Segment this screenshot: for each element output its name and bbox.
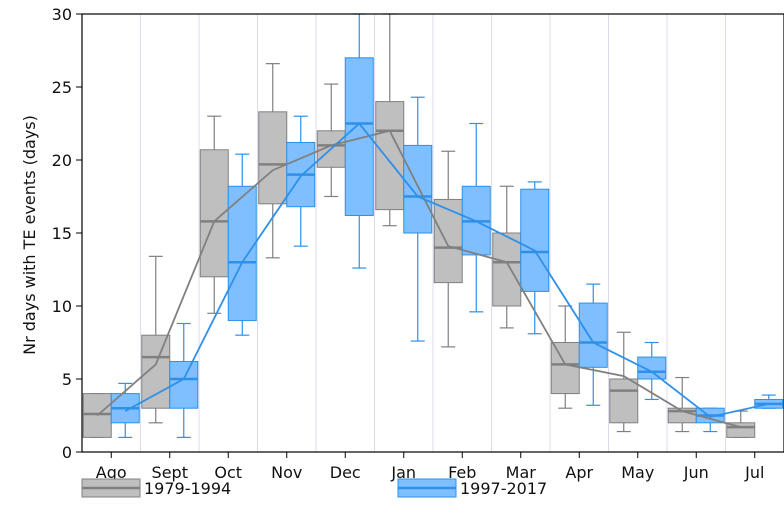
x-tick-label: Nov: [271, 463, 302, 482]
x-tick-label: Dec: [330, 463, 361, 482]
box: [520, 188, 550, 292]
series-line: [124, 122, 769, 418]
box: [609, 378, 639, 424]
x-tick-label: Mar: [506, 463, 537, 482]
box: [550, 342, 580, 395]
series-line: [96, 129, 741, 429]
y-tick-label: 30: [52, 5, 72, 24]
y-tick-label: 5: [62, 370, 72, 389]
x-tick-label: Ago: [96, 463, 127, 482]
y-tick-label: 20: [52, 151, 72, 170]
mean-lines: [96, 122, 769, 429]
x-tick-label: Sept: [152, 463, 188, 482]
x-tick-label: Oct: [214, 463, 242, 482]
x-tick-label: Jan: [390, 463, 416, 482]
x-tick-label: Apr: [565, 463, 593, 482]
axes: 0 5 10 15 20 25 30 Ago Sept Oct Nov Dec Jan Feb Mar Apr…: [52, 5, 784, 482]
y-tick-label: 15: [52, 224, 72, 243]
x-tick-label: May: [621, 463, 654, 482]
x-tick-label: Jul: [744, 463, 764, 482]
y-tick-label: 10: [52, 297, 72, 316]
vertical-grid: [140, 14, 726, 452]
y-tick-label: 0: [62, 443, 72, 462]
legend: 1979-1994 1997-2017: [81, 478, 547, 498]
box: [227, 185, 257, 322]
y-axis-title: Nr days with TE events (days): [20, 115, 39, 355]
x-tick-label: Feb: [448, 463, 476, 482]
box: [199, 149, 229, 278]
box: [375, 101, 405, 211]
legend-label: 1997-2017: [460, 479, 547, 498]
box: [578, 302, 608, 368]
x-tick-label: Jun: [683, 463, 709, 482]
box: [258, 111, 288, 205]
box: [492, 232, 522, 307]
legend-label: 1979-1994: [144, 479, 231, 498]
box: [141, 334, 171, 409]
y-tick-label: 25: [52, 78, 72, 97]
box: [403, 144, 433, 234]
box: [637, 356, 667, 380]
box: [433, 198, 463, 284]
